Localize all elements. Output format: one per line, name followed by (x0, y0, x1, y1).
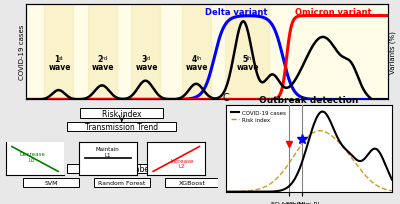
Text: Predicted Label: Predicted Label (92, 164, 151, 173)
Text: wave: wave (48, 63, 71, 72)
Text: Decrease
L0: Decrease L0 (19, 151, 45, 162)
FancyBboxPatch shape (67, 122, 176, 132)
Text: rd: rd (146, 56, 151, 61)
Bar (88, 5, 116, 100)
Text: wave: wave (237, 63, 259, 72)
Text: nd: nd (102, 56, 108, 61)
FancyBboxPatch shape (164, 178, 220, 187)
Bar (131, 5, 160, 100)
Title: Outbreak detection: Outbreak detection (259, 95, 359, 104)
Legend: COVID-19 cases, Risk index: COVID-19 cases, Risk index (229, 108, 288, 125)
Text: XGBoost: XGBoost (179, 180, 206, 185)
Text: th: th (247, 56, 252, 61)
Text: C: C (222, 93, 229, 103)
Text: Increase
L2: Increase L2 (170, 158, 194, 169)
FancyBboxPatch shape (80, 109, 164, 119)
Bar (44, 5, 73, 100)
FancyBboxPatch shape (67, 164, 176, 173)
Text: th: th (196, 56, 202, 61)
Text: 5: 5 (242, 55, 248, 64)
Text: 2: 2 (98, 55, 103, 64)
Y-axis label: COVID-19 cases: COVID-19 cases (19, 25, 25, 80)
Text: Transmission Trend: Transmission Trend (85, 122, 158, 131)
Text: wave: wave (92, 63, 114, 72)
Y-axis label: Variants (%): Variants (%) (389, 31, 396, 74)
Bar (225, 5, 268, 100)
Text: wave: wave (135, 63, 158, 72)
FancyBboxPatch shape (94, 178, 150, 187)
Bar (182, 5, 211, 100)
Text: 4: 4 (192, 55, 197, 64)
Text: 3: 3 (141, 55, 146, 64)
Text: Risk index: Risk index (102, 109, 142, 118)
Text: wave: wave (186, 63, 208, 72)
Text: Random Forest: Random Forest (98, 180, 145, 185)
FancyBboxPatch shape (23, 178, 79, 187)
Text: 1: 1 (54, 55, 59, 64)
Text: Omicron variant: Omicron variant (295, 8, 372, 17)
Text: Maintain
L1: Maintain L1 (96, 146, 120, 157)
Text: SVM: SVM (44, 180, 58, 185)
Text: Delta variant: Delta variant (205, 8, 267, 17)
Text: st: st (59, 56, 64, 61)
